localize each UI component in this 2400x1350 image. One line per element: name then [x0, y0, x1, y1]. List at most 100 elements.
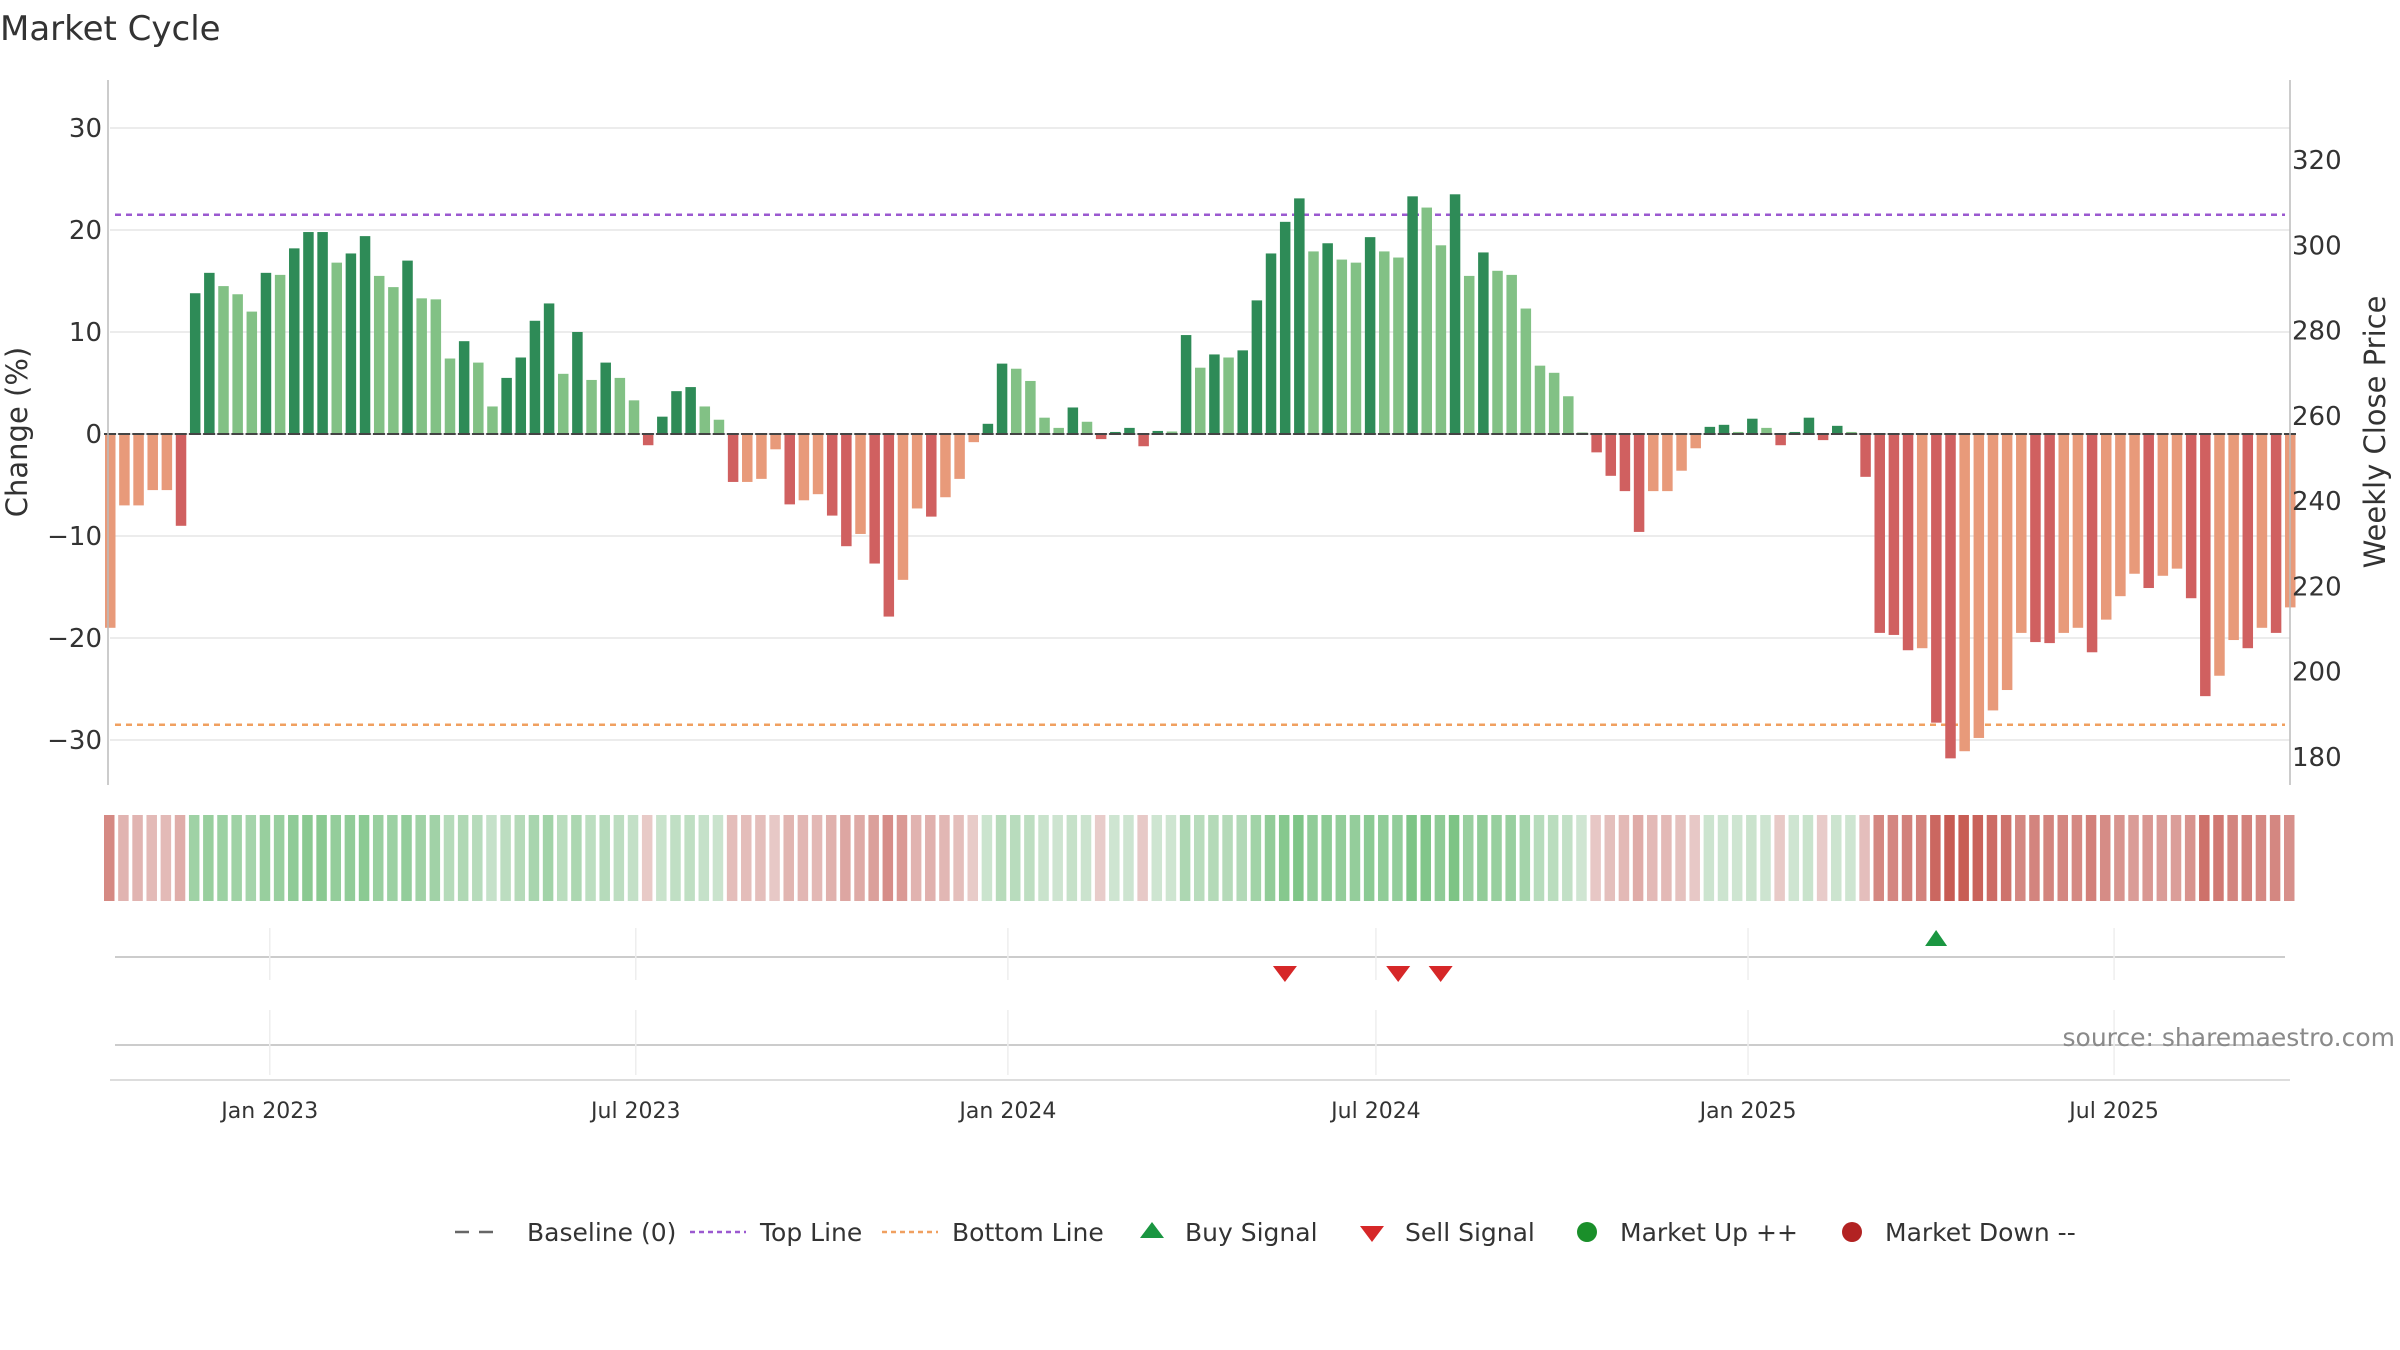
strip-cell	[1335, 815, 1347, 901]
bar	[2256, 434, 2268, 628]
strip-cell	[1689, 815, 1700, 901]
bar	[402, 260, 413, 434]
bar	[1449, 194, 1461, 434]
bar	[1761, 427, 1772, 434]
strip-cell	[1703, 815, 1715, 901]
bar	[1010, 368, 1022, 434]
strip-cell	[500, 815, 511, 901]
y-tick-label: 30	[69, 114, 102, 144]
bar	[2200, 434, 2211, 697]
bar	[1265, 253, 1277, 434]
strip-cell	[1887, 815, 1899, 901]
strip-cell	[670, 815, 681, 901]
strip-cell	[1462, 815, 1474, 901]
bar	[1775, 434, 1786, 446]
bar	[1605, 434, 1617, 476]
y2-axis-label: Weekly Close Price	[2358, 296, 2392, 569]
strip-cell	[1293, 815, 1304, 901]
bar	[1435, 245, 1447, 434]
strip-cell	[2085, 815, 2097, 901]
bar	[1180, 335, 1192, 434]
bar	[1421, 207, 1432, 434]
bar	[2086, 434, 2098, 653]
strip-cell	[2170, 815, 2182, 901]
legend-label: Baseline (0)	[527, 1218, 676, 1247]
strip-cell	[1661, 815, 1672, 901]
strip-cell	[741, 815, 752, 901]
bar	[1152, 430, 1164, 434]
buy-signal-marker	[1925, 930, 1948, 946]
bar	[1987, 434, 1999, 711]
x-tick-label: Jul 2023	[589, 1099, 681, 1124]
strip-cell	[627, 815, 639, 901]
bar	[742, 434, 753, 482]
x-tick-label: Jan 2023	[219, 1099, 318, 1124]
bar	[1591, 434, 1602, 453]
strip-cell	[797, 815, 809, 901]
bar	[1973, 434, 1985, 738]
strip-cell	[896, 815, 908, 901]
bar	[1308, 251, 1319, 434]
strip-cell	[599, 815, 610, 901]
legend: Baseline (0) Top Line Bottom Line Buy Signa…	[455, 1218, 2076, 1247]
strip-cell	[1816, 815, 1828, 901]
bar	[1633, 434, 1645, 532]
bar	[1336, 259, 1348, 434]
strip-cell	[1321, 815, 1332, 901]
strip-cell	[2184, 815, 2196, 901]
bar	[246, 311, 258, 434]
strip-cell	[585, 815, 596, 901]
x-tick-label: Jul 2024	[1329, 1099, 1421, 1124]
strip-cell	[2057, 815, 2069, 901]
strip-cell	[358, 815, 370, 901]
bar	[756, 434, 767, 479]
legend-label: Top Line	[759, 1218, 862, 1247]
strip-cell	[1717, 815, 1729, 901]
strip-cell	[2284, 815, 2295, 901]
strip-cell	[1236, 815, 1247, 901]
strip-cell	[259, 815, 271, 901]
strip-cell	[1378, 815, 1389, 901]
strip-cell	[769, 815, 780, 901]
legend-label: Sell Signal	[1405, 1218, 1535, 1247]
bar	[586, 379, 597, 434]
strip-cell	[1802, 815, 1814, 901]
strip-cell	[1646, 815, 1658, 901]
bar	[1251, 300, 1263, 434]
bar	[133, 434, 144, 506]
bar	[1209, 354, 1220, 434]
bar	[388, 287, 399, 434]
y2-tick-label: 300	[2292, 231, 2342, 261]
bar	[883, 434, 895, 617]
strip-cell	[1746, 815, 1757, 901]
strip-cell	[387, 815, 398, 901]
bar	[557, 373, 569, 434]
strip-cell	[684, 815, 695, 901]
strip-cell	[288, 815, 299, 901]
signal-panel	[115, 928, 2285, 982]
bar	[473, 362, 484, 434]
bar	[2030, 434, 2041, 643]
legend-swatch-sell	[1360, 1226, 1384, 1242]
bar	[1478, 252, 1489, 434]
strip-cell	[1972, 815, 1984, 901]
x-tick-label: Jul 2025	[2067, 1099, 2159, 1124]
bar	[345, 253, 357, 434]
strip-cell	[1137, 815, 1148, 901]
bar	[1860, 434, 1871, 477]
y-tick-label: 10	[69, 318, 102, 348]
bar	[2185, 434, 2197, 599]
strip-cell	[1038, 815, 1049, 901]
bar	[2171, 434, 2183, 569]
bar	[373, 275, 385, 434]
axes-group: 30 20 10 0 −10 −20 −30 320 300 280 260 240 220 200 180	[47, 80, 2342, 785]
strip-cell	[1901, 815, 1913, 901]
strip-cell	[273, 815, 285, 901]
strip-cell	[372, 815, 384, 901]
strip-cell	[641, 815, 653, 901]
sell-signal-marker	[1428, 966, 1453, 982]
bar	[1902, 434, 1914, 651]
bar	[1506, 274, 1517, 434]
bar	[770, 434, 781, 450]
